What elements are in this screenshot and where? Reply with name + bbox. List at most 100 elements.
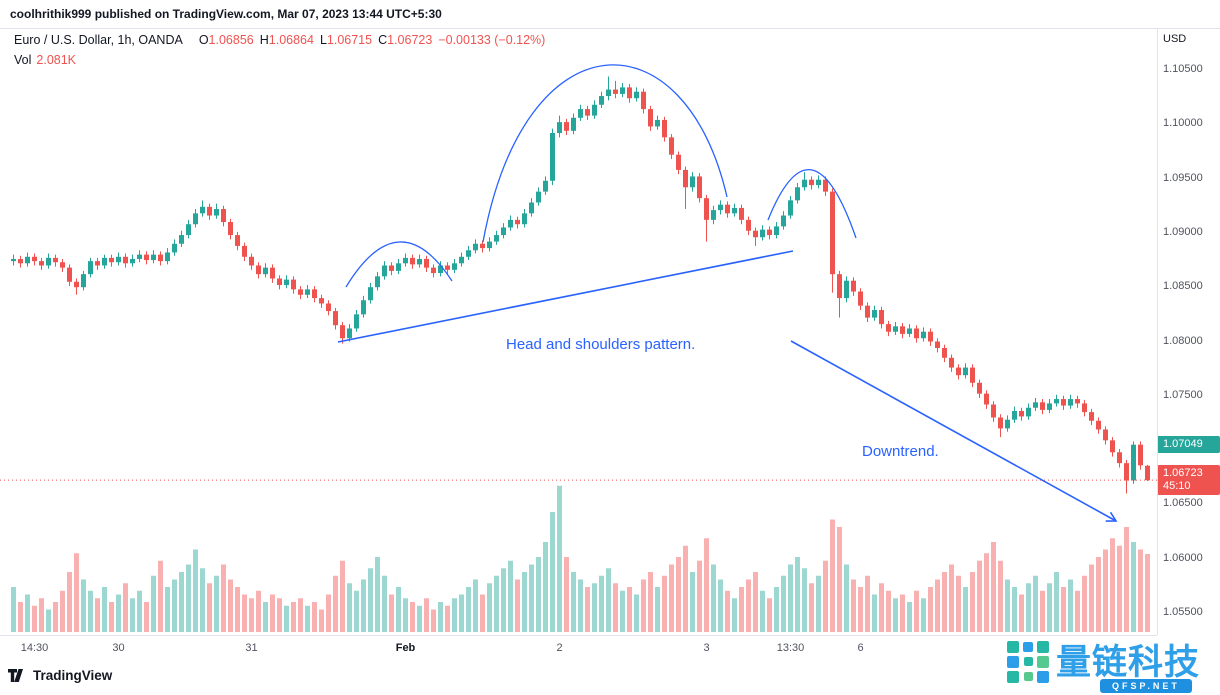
neckline-trendline <box>337 250 794 343</box>
open-label: O <box>198 33 209 47</box>
volume-bar <box>1026 583 1031 632</box>
candle-body <box>816 179 821 186</box>
volume-bar <box>830 519 835 632</box>
candle-body <box>767 229 772 236</box>
volume-bar <box>683 545 688 632</box>
volume-bar <box>102 587 107 632</box>
volume-bar <box>284 605 289 632</box>
candle-body <box>942 348 947 358</box>
candle-body <box>18 258 23 264</box>
volume-bar <box>333 575 338 632</box>
chart-canvas[interactable] <box>0 30 1157 635</box>
candle-body <box>851 280 856 292</box>
volume-bar <box>592 583 597 632</box>
volume-bar <box>935 579 940 632</box>
volume-bar <box>1054 572 1059 632</box>
candle-body <box>137 254 142 259</box>
candle-body <box>711 210 716 220</box>
candle-body <box>725 204 730 214</box>
volume-bar <box>74 553 79 632</box>
candle-body <box>914 328 919 339</box>
volume-bar <box>1082 575 1087 632</box>
volume-bar <box>725 590 730 632</box>
volume-bar <box>207 583 212 632</box>
volume-bar <box>95 598 100 632</box>
volume-bar <box>501 568 506 632</box>
candle-body <box>144 254 149 261</box>
candle-body <box>1068 399 1073 406</box>
volume-bar <box>53 602 58 632</box>
volume-bar <box>473 579 478 632</box>
volume-bar <box>1040 590 1045 632</box>
volume-bar <box>410 602 415 632</box>
close-label: C <box>378 33 388 47</box>
time-label: 30 <box>112 642 125 654</box>
candle-body <box>326 303 331 312</box>
time-axis[interactable]: 14:30 30 31 Feb 2 3 13:30 6 <box>0 635 1157 657</box>
volume-bar <box>767 598 772 632</box>
tradingview-footer[interactable]: TradingView <box>8 668 112 683</box>
volume-bar <box>648 572 653 632</box>
volume-bar <box>354 590 359 632</box>
volume-bar <box>1117 545 1122 632</box>
volume-bar <box>571 572 576 632</box>
volume-bar <box>963 587 968 632</box>
candle-body <box>410 257 415 265</box>
volume-bar <box>879 583 884 632</box>
volume-bar <box>452 598 457 632</box>
candle-body <box>1082 403 1087 413</box>
pattern-arc <box>345 241 453 288</box>
time-label: 3 <box>703 642 710 654</box>
candle-body <box>760 229 765 238</box>
volume-bar <box>1110 538 1115 632</box>
candle-body <box>844 280 849 299</box>
volume-bar <box>298 598 303 632</box>
volume-bar <box>375 557 380 632</box>
price-tick-label: 1.10000 <box>1163 117 1203 130</box>
time-label: 31 <box>245 642 258 654</box>
symbol-title[interactable]: Euro / U.S. Dollar, 1h, OANDA <box>14 33 183 47</box>
volume-bar <box>795 557 800 632</box>
volume-label[interactable]: Vol <box>14 53 32 67</box>
candle-body <box>1096 420 1101 430</box>
candle-body <box>46 257 51 266</box>
volume-bar <box>179 572 184 632</box>
watermark: 量链科技 QFSP.NET <box>1004 636 1204 694</box>
candle-body <box>1061 399 1066 406</box>
candle-body <box>529 202 534 214</box>
candle-body <box>445 265 450 270</box>
candle-body <box>788 200 793 216</box>
candle-body <box>564 122 569 131</box>
volume-bar <box>823 560 828 632</box>
volume-bar <box>578 579 583 632</box>
volume-bar <box>746 579 751 632</box>
downtrend-arrow <box>790 340 1118 522</box>
candle-body <box>893 326 898 332</box>
volume-bar <box>18 602 23 632</box>
candle-body <box>88 261 93 275</box>
volume-bar <box>858 587 863 632</box>
volume-bar <box>291 602 296 632</box>
candle-body <box>39 261 44 266</box>
volume-bar <box>550 512 555 632</box>
price-axis-divider <box>1157 28 1158 635</box>
candle-body <box>550 132 555 181</box>
candle-body <box>452 263 457 270</box>
candle-body <box>277 278 282 286</box>
candle-body <box>1131 444 1136 481</box>
candle-body <box>578 109 583 118</box>
candle-body <box>921 331 926 339</box>
candle-body <box>508 219 513 228</box>
candle-body <box>249 256 254 266</box>
candle-body <box>571 117 576 131</box>
volume-bar <box>319 609 324 632</box>
volume-bar <box>788 564 793 632</box>
candle-body <box>837 274 842 299</box>
candle-body <box>473 243 478 251</box>
volume-bar <box>914 590 919 632</box>
candle-body <box>494 235 499 242</box>
volume-bar <box>200 568 205 632</box>
volume-bar <box>46 609 51 632</box>
candle-body <box>991 404 996 418</box>
candle-body <box>627 87 632 99</box>
